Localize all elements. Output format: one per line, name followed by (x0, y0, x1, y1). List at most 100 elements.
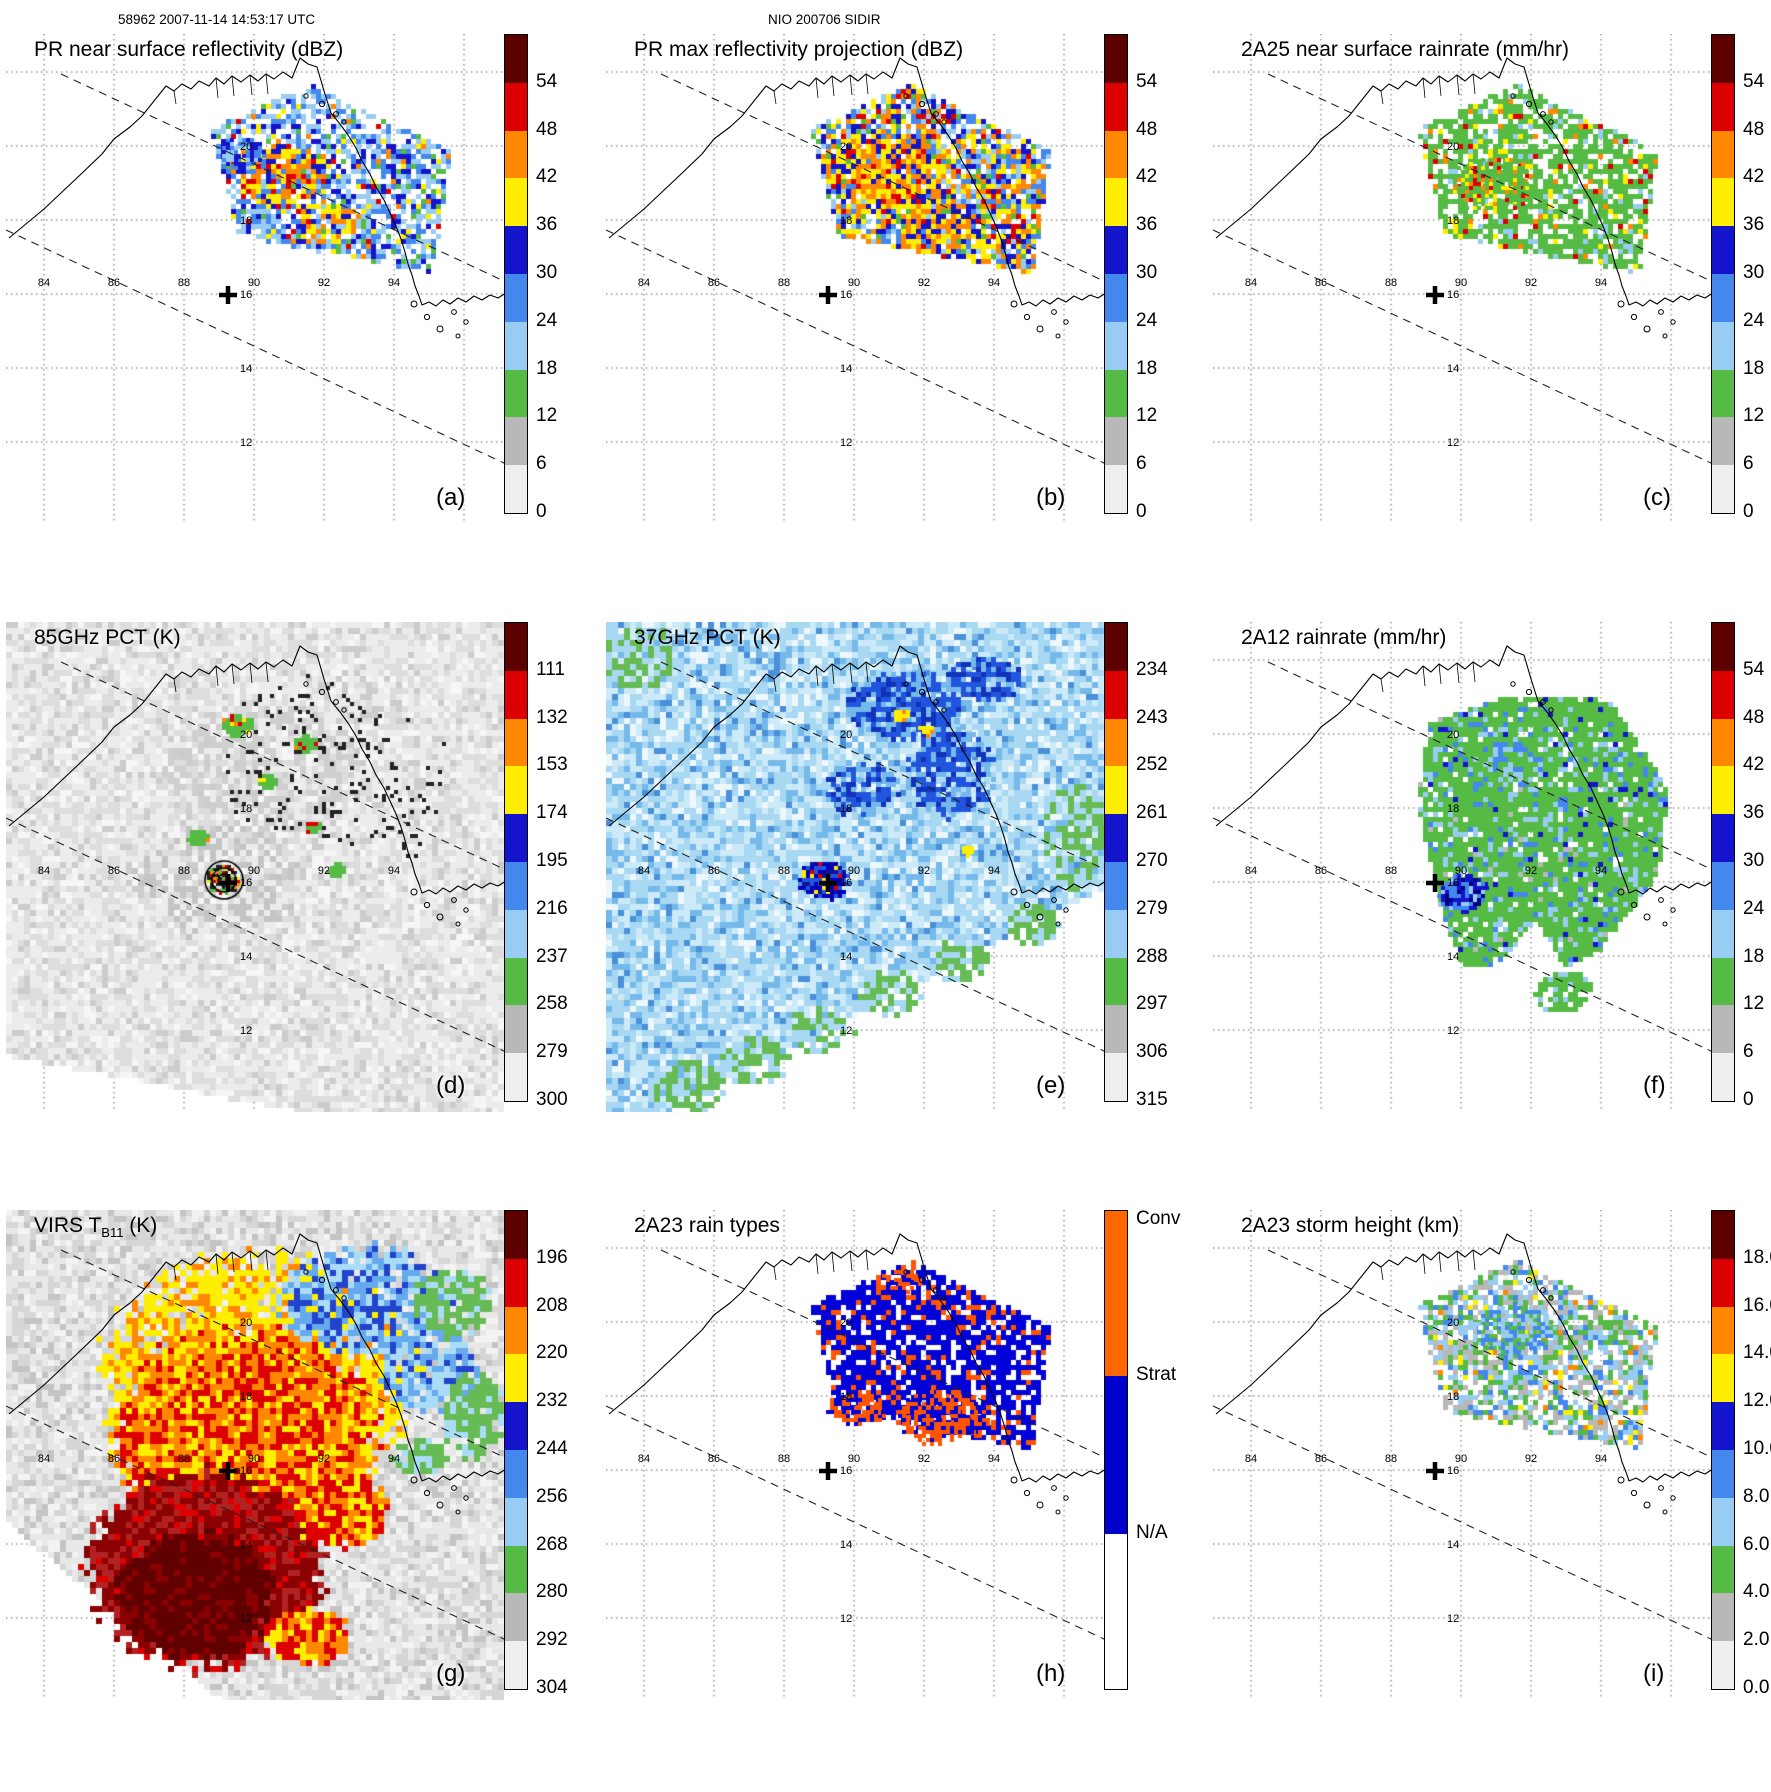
colorbar-label: 232 (536, 1390, 568, 1412)
map-overlay: 84 86 88 90 92 94 20 18 16 14 12 (1213, 645, 1713, 1053)
colorbar-segment (1105, 130, 1127, 179)
island (436, 325, 444, 333)
river-lines (173, 661, 269, 693)
map-raster (6, 1210, 506, 1700)
panel-i: 84 86 88 90 92 94 20 18 16 14 12 2A23 storm height… (1213, 1206, 1771, 1792)
colorbar-label: 42 (1743, 754, 1765, 776)
colorbar-segment (505, 1005, 527, 1054)
map-raster (606, 622, 1106, 1112)
lon-label: 92 (1525, 1453, 1537, 1465)
colorbar-segment (505, 82, 527, 132)
colorbar-label: 54 (536, 70, 558, 92)
map-overlay: 84 86 88 90 92 94 20 18 16 14 12 (6, 57, 506, 465)
island (1510, 681, 1516, 687)
colorbar-segment (505, 1053, 527, 1102)
colorbar-segment (1712, 766, 1734, 815)
colorbar-label: 6 (1743, 1041, 1754, 1063)
colorbar-segment (505, 623, 527, 672)
lon-label: 84 (38, 865, 50, 877)
map-raster (606, 34, 1106, 524)
colorbar-segment (505, 1402, 527, 1451)
island (455, 921, 461, 927)
colorbar-segment (1712, 1306, 1734, 1355)
colorbar-segment (1712, 1450, 1734, 1499)
colorbar-segment (1105, 35, 1127, 84)
map-raster (1213, 622, 1713, 1112)
storm-center-cross (219, 1462, 237, 1480)
island (1548, 707, 1554, 713)
island (1510, 1269, 1516, 1275)
colorbar-segment (1712, 178, 1734, 227)
colorbar-segment (1712, 670, 1734, 720)
colorbar-segment (505, 369, 527, 418)
island (941, 119, 947, 125)
island (451, 897, 457, 903)
lat-label: 18 (1447, 215, 1459, 227)
colorbar-label: 24 (1743, 309, 1765, 331)
colorbar-bar (1711, 1210, 1735, 1690)
lon-label: 94 (388, 277, 400, 289)
colorbar-segment (505, 35, 527, 84)
colorbar-segment (1105, 718, 1127, 767)
colorbar-label: 24 (1136, 309, 1158, 331)
colorbar-segment (1712, 321, 1734, 371)
coastline (1215, 57, 1713, 307)
colorbar-label: 0.0 (1743, 1677, 1770, 1698)
colorbar-label: 24 (1743, 897, 1765, 919)
swath-edge-line (660, 1249, 1106, 1459)
map-area-b: 84 86 88 90 92 94 20 18 16 14 12 PR max reflectivi… (606, 34, 1106, 524)
colorbar-label: 0 (1743, 1089, 1754, 1110)
river-lines (173, 1249, 269, 1281)
island (303, 93, 309, 99)
lon-label: 86 (108, 277, 120, 289)
map-area-h: 84 86 88 90 92 94 20 18 16 14 12 2A23 rain types (… (606, 1210, 1106, 1700)
swath-edge-line (1267, 73, 1713, 283)
colorbar-label: 18 (1136, 357, 1158, 379)
lon-label: 88 (1385, 865, 1397, 877)
colorbar-segment (1712, 718, 1734, 767)
lat-label: 16 (1447, 289, 1459, 301)
island (1548, 119, 1554, 125)
colorbar: 54 48 42 36 30 24 18 12 6 0 (1213, 622, 1771, 1162)
colorbar-segment (1712, 814, 1734, 863)
storm-center-cross (819, 286, 837, 304)
colorbar-segment (1105, 226, 1127, 275)
panel-a: 84 86 88 90 92 94 20 18 16 14 12 PR near surface r… (6, 30, 591, 616)
lat-label: 12 (1447, 1613, 1459, 1625)
colorbar-label: 300 (536, 1089, 568, 1110)
lat-label: 18 (840, 1391, 852, 1403)
colorbar-label: 279 (1136, 897, 1168, 919)
lon-label: 84 (1245, 865, 1257, 877)
colorbar-segment (1712, 1641, 1734, 1690)
colorbar-label: 292 (536, 1629, 568, 1651)
map-raster (606, 1210, 1106, 1700)
lon-label: 90 (248, 1453, 260, 1465)
colorbar-label: 4.0 (1743, 1581, 1770, 1603)
coastline (8, 1233, 506, 1483)
colorbar-segment (505, 130, 527, 179)
colorbar-label: 220 (536, 1342, 568, 1364)
lon-label: 94 (1595, 277, 1607, 289)
colorbar-label: 315 (1136, 1089, 1168, 1110)
colorbar-label: 36 (1743, 214, 1765, 236)
colorbar-label: 30 (1743, 850, 1765, 871)
panel-letter: (h) (1036, 1660, 1066, 1687)
lon-label: 84 (638, 865, 650, 877)
colorbar-label: 208 (536, 1294, 568, 1316)
colorbar-label: 30 (1743, 262, 1765, 283)
colorbar-bar (504, 1210, 528, 1690)
colorbar-segment (1712, 1402, 1734, 1451)
island (933, 111, 939, 117)
lat-label: 18 (240, 215, 252, 227)
island (410, 300, 418, 308)
island (436, 1501, 444, 1509)
map-area-d: 84 86 88 90 92 94 20 18 16 14 12 85GHz PCT (K) (d) (6, 622, 506, 1112)
island (410, 888, 418, 896)
island (1662, 1509, 1668, 1515)
colorbar-segment (1105, 957, 1127, 1006)
lat-label: 12 (240, 1613, 252, 1625)
colorbar-segment (505, 1450, 527, 1499)
lat-label: 16 (240, 1465, 252, 1477)
colorbar-label: 252 (1136, 754, 1168, 776)
panel-e: 84 86 88 90 92 94 20 18 16 14 12 37GHz PCT (K) (e)… (606, 618, 1191, 1204)
